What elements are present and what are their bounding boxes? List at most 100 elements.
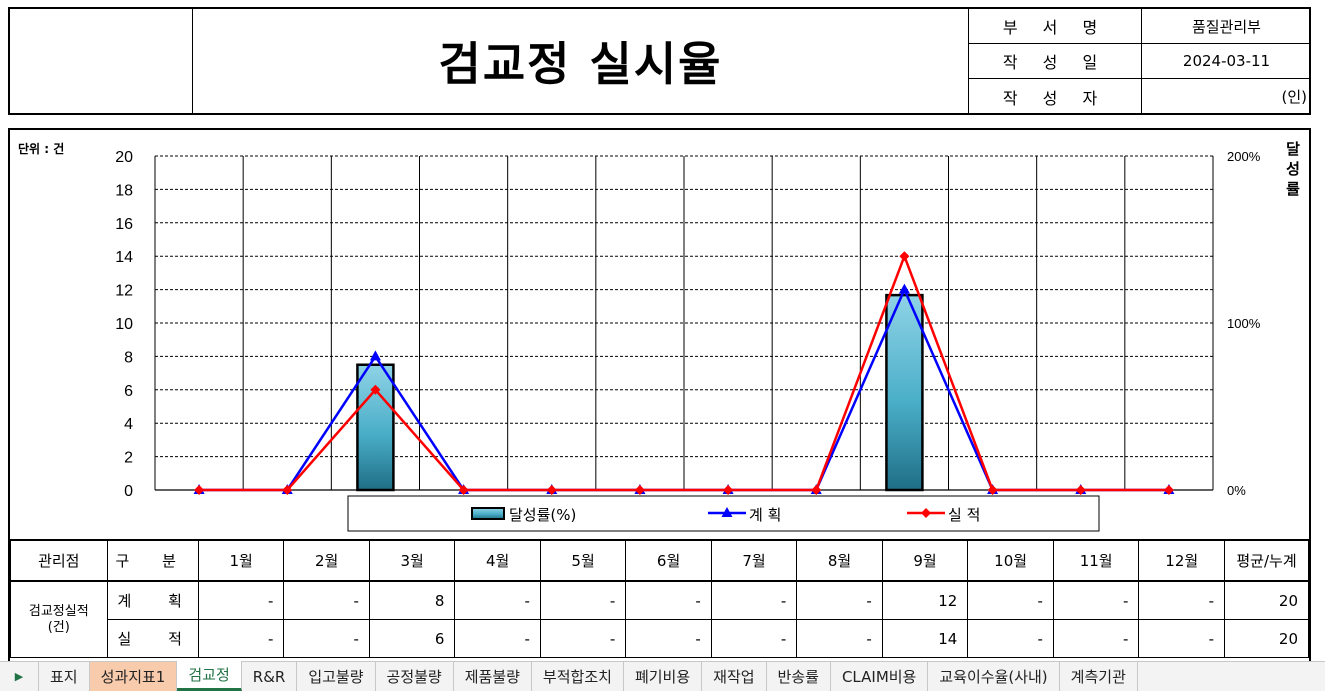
meta-row-date: 작 성 일 2024-03-11 xyxy=(968,44,1311,79)
chart-area[interactable] xyxy=(8,128,1311,540)
column-header[interactable]: 6월 xyxy=(625,540,712,582)
y-tick-label: 2 xyxy=(124,450,133,467)
marker-actual xyxy=(987,485,998,495)
column-header[interactable]: 3월 xyxy=(368,540,456,582)
column-header[interactable]: 12월 xyxy=(1138,540,1226,582)
column-header[interactable]: 1월 xyxy=(197,540,285,582)
meta-key: 작 성 일 xyxy=(969,44,1142,78)
sheet-tab[interactable]: R&R xyxy=(242,662,298,691)
value-cell[interactable]: - xyxy=(197,580,285,620)
column-header[interactable]: 평균/누계 xyxy=(1224,540,1309,582)
value-cell[interactable]: - xyxy=(967,619,1054,658)
legend-marker-plan xyxy=(721,507,733,517)
table-header-row: 관리점 구 분 1월 2월 3월 4월 5월 6월 7월 8월 9월 10월 11월 12월 평균/누계 xyxy=(10,540,1309,582)
value-cell[interactable]: - xyxy=(796,619,883,658)
value-cell[interactable]: 12 xyxy=(881,580,969,620)
value-cell[interactable]: - xyxy=(1052,619,1140,658)
group-label-cell[interactable]: 검교정실적 (건) xyxy=(10,580,108,658)
marker-actual xyxy=(458,485,469,495)
legend-label-plan: 계 획 xyxy=(749,506,781,524)
marker-plan xyxy=(898,283,910,294)
marker-actual xyxy=(899,251,910,262)
value-cell[interactable]: 20 xyxy=(1224,580,1309,620)
y-tick-label: 8 xyxy=(124,349,133,366)
value-cell[interactable]: - xyxy=(539,619,627,658)
y-tick-label: 14 xyxy=(115,249,133,266)
sheet-tab[interactable]: 공정불량 xyxy=(376,662,454,691)
column-header[interactable]: 7월 xyxy=(710,540,798,582)
tab-scroll-right-icon[interactable]: ▶ xyxy=(14,670,24,683)
y2-tick-label: 200% xyxy=(1227,149,1261,164)
value-cell[interactable]: - xyxy=(796,580,883,620)
value-cell[interactable]: 20 xyxy=(1224,619,1309,658)
column-header[interactable]: 구 분 xyxy=(106,540,199,582)
value-cell[interactable]: - xyxy=(1138,580,1226,620)
sheet-tab[interactable]: 제품불량 xyxy=(454,662,532,691)
value-cell[interactable]: - xyxy=(283,619,370,658)
meta-value[interactable]: 2024-03-11 xyxy=(1182,52,1271,70)
y-tick-label: 16 xyxy=(115,216,133,233)
y2-tick-label: 0% xyxy=(1227,483,1246,498)
value-cell[interactable]: - xyxy=(1138,619,1226,658)
y-tick-label: 6 xyxy=(124,383,133,400)
sheet-tab[interactable]: CLAIM비용 xyxy=(831,662,929,691)
marker-actual xyxy=(634,485,645,495)
value-cell[interactable]: - xyxy=(710,580,798,620)
marker-actual xyxy=(370,384,381,395)
value-cell[interactable]: - xyxy=(625,619,712,658)
y-tick-label: 0 xyxy=(124,483,133,500)
y-tick-label: 4 xyxy=(124,416,133,433)
bar-achievement xyxy=(356,363,395,492)
sheet-tab[interactable]: 부적합조치 xyxy=(532,662,624,691)
meta-value[interactable]: 품질관리부 xyxy=(1191,17,1261,36)
value-cell[interactable]: - xyxy=(454,580,541,620)
value-cell[interactable]: - xyxy=(283,580,370,620)
value-cell[interactable]: - xyxy=(1052,580,1140,620)
column-header[interactable]: 5월 xyxy=(539,540,627,582)
y-tick-label: 10 xyxy=(115,316,133,333)
column-header[interactable]: 10월 xyxy=(967,540,1054,582)
sheet-tab[interactable]: 교육이수율(사내) xyxy=(928,662,1060,691)
sheet-tab[interactable]: 성과지표1 xyxy=(89,662,178,691)
value-cell[interactable]: - xyxy=(625,580,712,620)
value-cell[interactable]: 8 xyxy=(368,580,456,620)
sheet-tab[interactable]: 표지 xyxy=(38,662,90,691)
value-cell[interactable]: - xyxy=(710,619,798,658)
value-cell[interactable]: - xyxy=(454,619,541,658)
meta-key: 작 성 자 xyxy=(969,79,1142,114)
sheet-tab[interactable]: 재작업 xyxy=(702,662,767,691)
column-header[interactable]: 관리점 xyxy=(10,540,108,582)
marker-actual xyxy=(194,485,205,495)
sheet-tab[interactable]: 입고불량 xyxy=(297,662,376,691)
column-header[interactable]: 8월 xyxy=(796,540,883,582)
sheet-tab-bar: ▶ 표지 성과지표1 검교정 R&R 입고불량 공정불량 제품불량 부적합조치 폐기비용 재작업 반… xyxy=(0,661,1325,691)
row-label-cell[interactable]: 실 적 xyxy=(106,619,199,658)
meta-row-author: 작 성 자 (인) xyxy=(968,79,1311,114)
column-header[interactable]: 9월 xyxy=(881,540,969,582)
value-cell[interactable]: - xyxy=(967,580,1054,620)
sheet-tab-list: 표지 성과지표1 검교정 R&R 입고불량 공정불량 제품불량 부적합조치 폐기비용 재작업 반송률… xyxy=(38,661,1138,691)
table-row: 검교정실적 (건) 계 획 - -8- - - - -12- - -20 xyxy=(10,580,1309,658)
sheet-tab[interactable]: 반송률 xyxy=(767,662,831,691)
sheet-tab[interactable]: 검교정 xyxy=(177,661,242,691)
column-header[interactable]: 4월 xyxy=(454,540,541,582)
column-header[interactable]: 2월 xyxy=(283,540,370,582)
page-title: 검교정 실시율 xyxy=(438,37,723,91)
value-cell[interactable]: 14 xyxy=(881,619,969,658)
y2-axis-title-char: 성 xyxy=(1286,160,1300,178)
group-label-line: 검교정실적 xyxy=(28,603,89,619)
marker-actual xyxy=(1163,485,1174,495)
sheet-tab[interactable]: 계측기관 xyxy=(1060,662,1138,691)
value-cell[interactable]: 6 xyxy=(368,619,456,658)
column-header[interactable]: 11월 xyxy=(1052,540,1140,582)
value-cell[interactable]: - xyxy=(539,580,627,620)
sheet-tab[interactable]: 폐기비용 xyxy=(624,662,703,691)
legend-swatch-achievement xyxy=(471,507,505,520)
row-label-cell[interactable]: 계 획 xyxy=(106,580,199,620)
meta-value[interactable]: (인) xyxy=(1281,88,1307,106)
y-tick-label: 20 xyxy=(115,149,133,166)
unit-label: 단위 : 건 xyxy=(18,142,65,156)
value-cell[interactable]: - xyxy=(197,619,285,658)
